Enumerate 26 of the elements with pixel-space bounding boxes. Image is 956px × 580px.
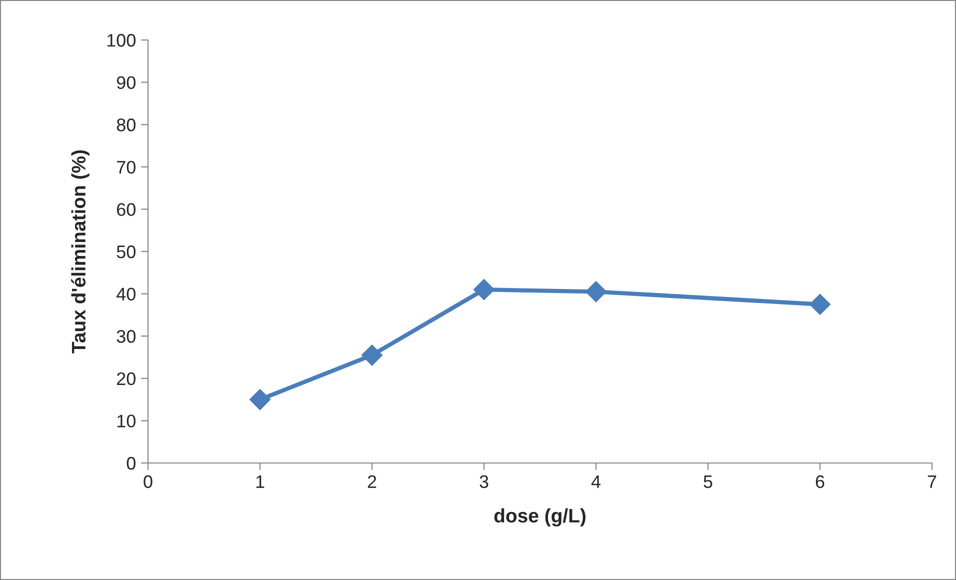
y-tick-label: 100 [107, 34, 136, 47]
x-tick-label: 0 [144, 475, 152, 488]
x-tick-label: 7 [928, 475, 936, 488]
point [473, 279, 495, 300]
point [585, 281, 607, 302]
y-tick-label: 40 [116, 288, 136, 301]
y-tick-label: 60 [117, 203, 136, 216]
y-tick-label: 70 [117, 160, 136, 174]
x-tick-label: 3 [480, 475, 488, 488]
y-tick-label: 20 [117, 372, 136, 386]
point [249, 389, 271, 410]
point [361, 344, 383, 366]
y-tick-label: 10 [117, 414, 136, 428]
x-tick-label: 6 [816, 475, 824, 488]
y-tick-label: 30 [116, 330, 136, 343]
y-tick-label: 90 [116, 76, 136, 90]
x-tick-label: 5 [704, 475, 712, 488]
y-tick-label: 80 [116, 118, 136, 132]
y-tick-label: 0 [126, 456, 136, 470]
point [809, 294, 831, 315]
y-axis-title: Taux d'élimination (%) [71, 150, 90, 354]
x-tick-label: 4 [591, 475, 600, 488]
x-axis-title: dose (g/L) [494, 508, 586, 527]
y-tick-label: 50 [116, 245, 136, 258]
x-tick-label: 1 [256, 475, 264, 488]
x-tick-label: 2 [368, 475, 376, 488]
